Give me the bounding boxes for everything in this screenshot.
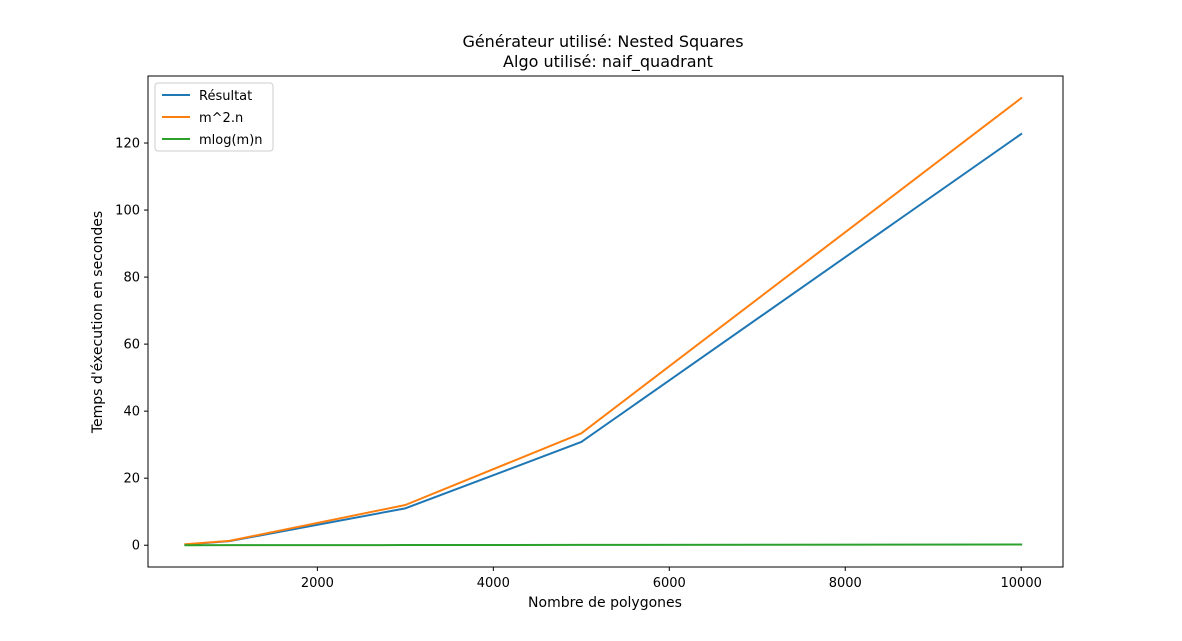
chart-title: Générateur utilisé: Nested Squares bbox=[462, 32, 743, 51]
y-axis-label: Temps d'éxecution en secondes bbox=[90, 211, 106, 434]
y-tick-label: 120 bbox=[115, 137, 140, 152]
series-line-3 bbox=[184, 543, 1023, 547]
y-tick-label: 0 bbox=[132, 539, 140, 554]
x-tick-label: 8000 bbox=[829, 576, 862, 591]
series-line-2 bbox=[184, 96, 1023, 546]
x-tick-label: 4000 bbox=[477, 576, 510, 591]
series-line-1 bbox=[184, 132, 1023, 546]
y-tick-label: 60 bbox=[123, 338, 140, 353]
series-layer bbox=[184, 96, 1023, 547]
legend-label-3: mlog(m)n bbox=[199, 133, 263, 148]
legend-label-1: Résultat bbox=[199, 89, 252, 104]
plot-frame bbox=[147, 75, 1064, 568]
y-tick-label: 100 bbox=[115, 204, 140, 219]
y-tick-label: 40 bbox=[123, 405, 140, 420]
legend-box bbox=[154, 82, 274, 152]
x-axis: 2000 4000 6000 8000 10000 bbox=[301, 567, 1042, 591]
x-tick-label: 6000 bbox=[653, 576, 686, 591]
legend: Résultat m^2.n mlog(m)n bbox=[154, 82, 274, 152]
chart-subtitle: Algo utilisé: naif_quadrant bbox=[503, 52, 713, 72]
y-tick-label: 20 bbox=[123, 472, 140, 487]
y-axis: 0 20 40 60 80 100 120 bbox=[115, 137, 148, 554]
x-tick-label: 2000 bbox=[301, 576, 334, 591]
legend-label-2: m^2.n bbox=[199, 111, 243, 126]
x-axis-label: Nombre de polygones bbox=[528, 595, 682, 611]
x-tick-label: 10000 bbox=[1001, 576, 1042, 591]
y-tick-label: 80 bbox=[123, 271, 140, 286]
